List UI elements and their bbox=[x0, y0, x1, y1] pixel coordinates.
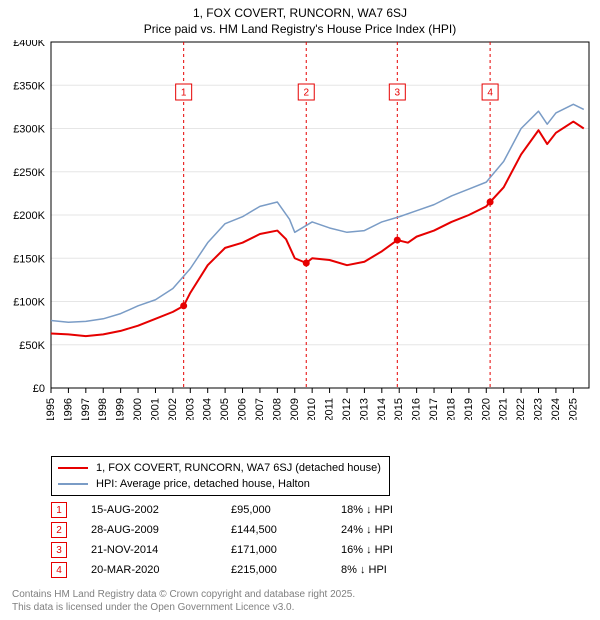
svg-text:1996: 1996 bbox=[62, 398, 74, 420]
svg-text:2012: 2012 bbox=[341, 398, 353, 420]
svg-text:2016: 2016 bbox=[411, 398, 423, 420]
svg-text:£200K: £200K bbox=[13, 210, 45, 222]
sale-date: 21-NOV-2014 bbox=[91, 544, 231, 556]
svg-text:£100K: £100K bbox=[13, 297, 45, 309]
svg-text:1995: 1995 bbox=[45, 398, 57, 420]
svg-text:2000: 2000 bbox=[132, 398, 144, 420]
legend: 1, FOX COVERT, RUNCORN, WA7 6SJ (detache… bbox=[51, 456, 390, 496]
svg-text:2006: 2006 bbox=[237, 398, 249, 420]
svg-text:2020: 2020 bbox=[480, 398, 492, 420]
chart-container: 1, FOX COVERT, RUNCORN, WA7 6SJ Price pa… bbox=[0, 0, 600, 620]
table-row: 3 21-NOV-2014£171,00016% ↓ HPI bbox=[51, 540, 451, 560]
svg-text:2013: 2013 bbox=[358, 398, 370, 420]
sale-marker-icon: 4 bbox=[51, 562, 67, 578]
footer-line-1: Contains HM Land Registry data © Crown c… bbox=[12, 588, 355, 601]
svg-text:2024: 2024 bbox=[550, 398, 562, 420]
svg-text:2001: 2001 bbox=[149, 398, 161, 420]
svg-text:2014: 2014 bbox=[376, 398, 388, 420]
legend-item: HPI: Average price, detached house, Halt… bbox=[58, 476, 381, 492]
svg-text:1997: 1997 bbox=[80, 398, 92, 420]
svg-text:2015: 2015 bbox=[393, 398, 405, 420]
table-row: 4 20-MAR-2020£215,0008% ↓ HPI bbox=[51, 560, 451, 580]
svg-text:1998: 1998 bbox=[97, 398, 109, 420]
svg-text:2022: 2022 bbox=[515, 398, 527, 420]
sale-date: 15-AUG-2002 bbox=[91, 504, 231, 516]
sale-marker-icon: 1 bbox=[51, 502, 67, 518]
footer-line-2: This data is licensed under the Open Gov… bbox=[12, 601, 355, 614]
sale-date: 20-MAR-2020 bbox=[91, 564, 231, 576]
svg-text:1999: 1999 bbox=[115, 398, 127, 420]
svg-text:£250K: £250K bbox=[13, 167, 45, 179]
sale-price: £95,000 bbox=[231, 504, 341, 516]
svg-text:2002: 2002 bbox=[167, 398, 179, 420]
svg-text:2007: 2007 bbox=[254, 398, 266, 420]
svg-text:£0: £0 bbox=[33, 383, 45, 395]
svg-text:2003: 2003 bbox=[184, 398, 196, 420]
svg-text:2017: 2017 bbox=[428, 398, 440, 420]
svg-text:2: 2 bbox=[303, 88, 309, 99]
svg-text:2023: 2023 bbox=[533, 398, 545, 420]
svg-text:£400K: £400K bbox=[13, 40, 45, 49]
sale-date: 28-AUG-2009 bbox=[91, 524, 231, 536]
legend-label: 1, FOX COVERT, RUNCORN, WA7 6SJ (detache… bbox=[96, 462, 381, 474]
legend-swatch bbox=[58, 467, 88, 469]
svg-text:£300K: £300K bbox=[13, 124, 45, 136]
svg-text:2009: 2009 bbox=[289, 398, 301, 420]
svg-text:£150K: £150K bbox=[13, 253, 45, 265]
svg-text:3: 3 bbox=[395, 88, 401, 99]
footer-attribution: Contains HM Land Registry data © Crown c… bbox=[12, 588, 355, 614]
sale-price: £171,000 bbox=[231, 544, 341, 556]
svg-text:£50K: £50K bbox=[19, 340, 45, 352]
legend-swatch bbox=[58, 483, 88, 485]
svg-text:1: 1 bbox=[181, 88, 187, 99]
sale-price: £144,500 bbox=[231, 524, 341, 536]
sale-delta: 24% ↓ HPI bbox=[341, 524, 451, 536]
sale-price: £215,000 bbox=[231, 564, 341, 576]
chart-svg: £0 £50K £100K £150K £200K £250K £300K £350K £400… bbox=[0, 40, 600, 420]
svg-text:2008: 2008 bbox=[271, 398, 283, 420]
svg-text:2011: 2011 bbox=[324, 398, 336, 420]
svg-text:2019: 2019 bbox=[463, 398, 475, 420]
legend-item: 1, FOX COVERT, RUNCORN, WA7 6SJ (detache… bbox=[58, 460, 381, 476]
svg-text:2021: 2021 bbox=[498, 398, 510, 420]
svg-text:£350K: £350K bbox=[13, 80, 45, 92]
legend-label: HPI: Average price, detached house, Halt… bbox=[96, 478, 310, 490]
sale-marker-icon: 2 bbox=[51, 522, 67, 538]
sales-table: 1 15-AUG-2002£95,00018% ↓ HPI 2 28-AUG-2009… bbox=[51, 500, 451, 580]
title-line-2: Price paid vs. HM Land Registry's House … bbox=[0, 20, 600, 40]
svg-text:2004: 2004 bbox=[202, 398, 214, 420]
svg-text:2005: 2005 bbox=[219, 398, 231, 420]
sale-delta: 8% ↓ HPI bbox=[341, 564, 451, 576]
sale-marker-icon: 3 bbox=[51, 542, 67, 558]
svg-text:4: 4 bbox=[487, 88, 493, 99]
chart-area: £0 £50K £100K £150K £200K £250K £300K £350K £400… bbox=[0, 40, 600, 420]
table-row: 1 15-AUG-2002£95,00018% ↓ HPI bbox=[51, 500, 451, 520]
title-line-1: 1, FOX COVERT, RUNCORN, WA7 6SJ bbox=[0, 0, 600, 20]
sale-delta: 16% ↓ HPI bbox=[341, 544, 451, 556]
svg-text:2025: 2025 bbox=[567, 398, 579, 420]
svg-text:2018: 2018 bbox=[445, 398, 457, 420]
svg-text:2010: 2010 bbox=[306, 398, 318, 420]
sale-delta: 18% ↓ HPI bbox=[341, 504, 451, 516]
table-row: 2 28-AUG-2009£144,50024% ↓ HPI bbox=[51, 520, 451, 540]
